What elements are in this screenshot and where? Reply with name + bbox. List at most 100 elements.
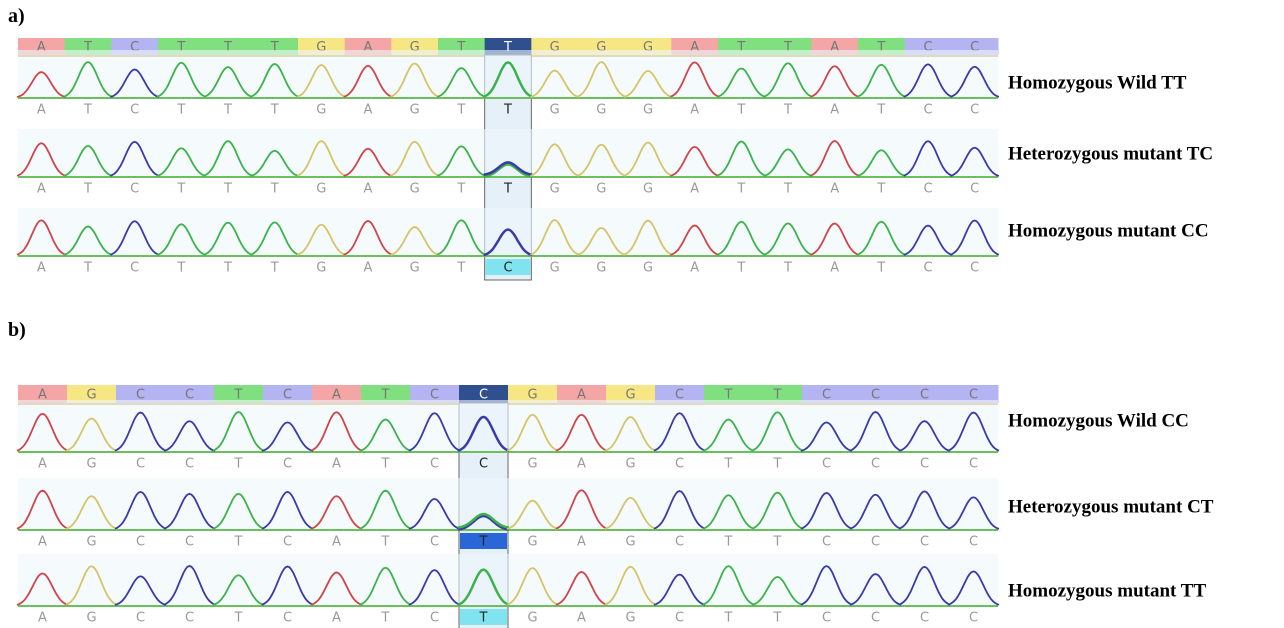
base-call: C <box>503 261 512 276</box>
base-call: G <box>625 457 635 472</box>
base-call: G <box>550 261 560 276</box>
base-call: G <box>86 611 96 626</box>
base-call: T <box>176 261 185 276</box>
base-call: T <box>176 182 185 197</box>
base-call: A <box>690 103 699 118</box>
track-bg <box>18 400 998 452</box>
base-call: C <box>283 535 292 550</box>
base-call: T <box>83 182 92 197</box>
base-call: C <box>970 103 979 118</box>
base-call: C <box>923 182 932 197</box>
base-call: C <box>970 182 979 197</box>
base-call: T <box>479 611 488 626</box>
base-call: G <box>625 611 635 626</box>
base-call: G <box>527 457 537 472</box>
base-call: A <box>332 457 341 472</box>
track-label: Homozygous Wild CC <box>1008 410 1189 431</box>
base-call: G <box>410 103 420 118</box>
base-call: C <box>675 457 684 472</box>
base-call: T <box>503 103 512 118</box>
base-call: G <box>86 535 96 550</box>
base-call: G <box>550 103 560 118</box>
base-call: A <box>37 261 46 276</box>
base-call: T <box>724 535 733 550</box>
base-call: T <box>876 103 885 118</box>
base-call: A <box>690 182 699 197</box>
base-call: A <box>364 182 373 197</box>
base-call: C <box>430 535 439 550</box>
base-call: T <box>223 103 232 118</box>
base-call: C <box>871 535 880 550</box>
base-call: C <box>185 457 194 472</box>
track-bg <box>18 478 998 530</box>
base-call: T <box>270 103 279 118</box>
base-call: T <box>876 182 885 197</box>
base-call: G <box>316 103 326 118</box>
base-call: T <box>724 457 733 472</box>
base-call: C <box>923 103 932 118</box>
base-call: T <box>736 261 745 276</box>
base-call: A <box>830 182 839 197</box>
base-call: C <box>430 457 439 472</box>
base-call: T <box>736 182 745 197</box>
base-call: T <box>176 103 185 118</box>
base-call: A <box>332 535 341 550</box>
base-call: T <box>773 457 782 472</box>
base-call: C <box>923 261 932 276</box>
base-call: A <box>577 457 586 472</box>
base-call: C <box>185 611 194 626</box>
base-call: T <box>479 535 488 550</box>
base-call: G <box>596 261 606 276</box>
track-label: Homozygous Wild TT <box>1008 72 1187 93</box>
base-call: A <box>364 261 373 276</box>
base-call: T <box>234 611 243 626</box>
base-call: C <box>969 535 978 550</box>
base-call: T <box>381 457 390 472</box>
base-call: G <box>625 535 635 550</box>
base-call: T <box>234 535 243 550</box>
base-call: A <box>577 535 586 550</box>
base-call: A <box>830 261 839 276</box>
base-call: T <box>783 261 792 276</box>
base-call: C <box>822 535 831 550</box>
base-call: C <box>970 261 979 276</box>
track-label: Homozygous mutant TT <box>1008 580 1206 601</box>
base-call: C <box>283 457 292 472</box>
base-call: T <box>381 611 390 626</box>
base-call: C <box>130 103 139 118</box>
base-call: C <box>479 457 488 472</box>
base-call: G <box>596 182 606 197</box>
base-call: C <box>920 611 929 626</box>
base-call: T <box>381 535 390 550</box>
base-call: T <box>456 103 465 118</box>
base-call: T <box>724 611 733 626</box>
base-call: T <box>783 103 792 118</box>
base-call: T <box>83 103 92 118</box>
base-call: G <box>643 261 653 276</box>
base-call: G <box>643 103 653 118</box>
figure: a) b) A T C T T T G A G T T G G G A T T A T C C A T C T T T G A G T T G G… <box>0 0 1284 628</box>
base-call: C <box>871 611 880 626</box>
base-call: C <box>185 535 194 550</box>
base-call: G <box>550 182 560 197</box>
base-call: G <box>410 182 420 197</box>
base-call: A <box>38 457 47 472</box>
base-call: C <box>283 611 292 626</box>
base-call: C <box>822 457 831 472</box>
base-call: C <box>969 611 978 626</box>
panel-label: b) <box>8 319 26 341</box>
base-call: T <box>773 611 782 626</box>
base-call: G <box>316 261 326 276</box>
base-call: C <box>130 261 139 276</box>
panel-label: a) <box>8 5 25 27</box>
base-call: A <box>830 103 839 118</box>
base-call: C <box>430 611 439 626</box>
base-call: C <box>130 182 139 197</box>
base-call: G <box>596 103 606 118</box>
base-call: A <box>38 611 47 626</box>
track-bg <box>18 554 998 606</box>
track-label: Heterozygous mutant TC <box>1008 143 1213 164</box>
base-call: C <box>822 611 831 626</box>
base-call: C <box>136 535 145 550</box>
base-call: C <box>136 457 145 472</box>
